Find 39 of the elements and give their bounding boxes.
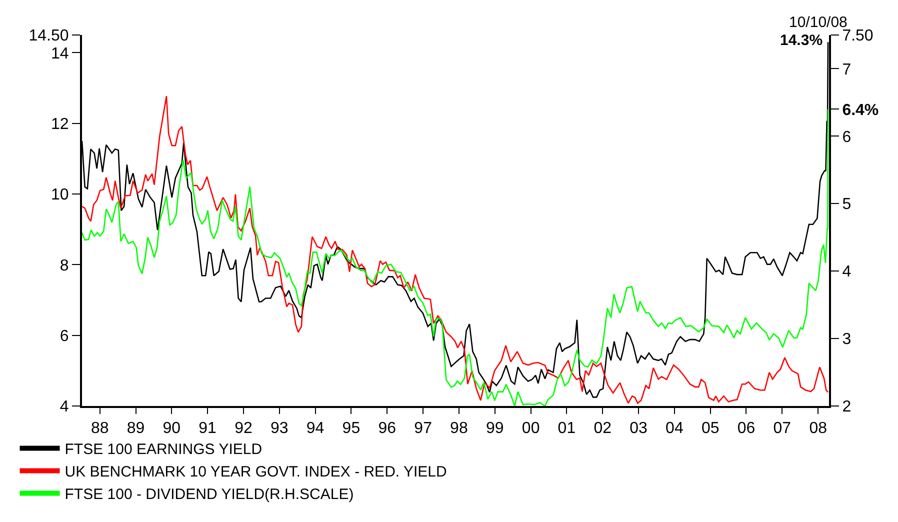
x-tick-label: 02	[594, 420, 612, 438]
x-tick-label: 03	[630, 420, 648, 438]
y-tick-label: 6	[60, 328, 69, 345]
y2-tick-label: 2	[842, 398, 852, 416]
x-tick-label: 98	[450, 420, 468, 438]
x-tick-label: 97	[414, 420, 432, 438]
x-tick-label: 95	[342, 420, 360, 438]
x-tick-label: 06	[737, 420, 756, 438]
x-tick-label: 93	[270, 420, 288, 438]
y2-tick-label: 5	[842, 196, 852, 214]
x-tick-label: 90	[162, 420, 181, 438]
x-tick-label: 00	[522, 420, 540, 438]
x-tick-label: 05	[701, 420, 720, 438]
x-tick-label: 88	[90, 420, 109, 438]
y2-tick-label: 4	[842, 264, 852, 281]
x-tick-label: 07	[773, 420, 792, 438]
y-tick-label: 14.50	[28, 28, 69, 45]
y2-tick-label: 6.4%	[842, 102, 879, 119]
x-tick-label: 94	[306, 420, 324, 438]
annotation: 14.3%	[780, 32, 823, 49]
x-tick-label: 08	[809, 420, 828, 438]
x-tick-label: 91	[198, 420, 217, 438]
x-tick-label: 01	[558, 420, 576, 438]
x-tick-label: 99	[486, 420, 504, 438]
legend-label: FTSE 100 EARNINGS YIELD	[64, 441, 262, 458]
x-tick-label: 89	[126, 420, 145, 438]
x-tick-label: 92	[234, 420, 253, 438]
y-tick-label: 10	[51, 186, 69, 204]
y-tick-label: 4	[60, 398, 69, 416]
x-tick-label: 96	[378, 420, 396, 438]
y-tick-label: 14	[51, 45, 69, 62]
y2-tick-label: 6	[842, 128, 852, 146]
y-tick-label: 8	[60, 257, 69, 274]
y2-tick-label: 3	[842, 331, 852, 348]
legend-label: UK BENCHMARK 10 YEAR GOVT. INDEX - RED. YIELD	[64, 464, 447, 481]
x-tick-label: 04	[666, 420, 684, 438]
y-tick-label: 12	[51, 116, 69, 133]
legend-label: FTSE 100 - DIVIDEND YIELD(R.H.SCALE)	[64, 486, 354, 504]
y2-tick-label: 7	[842, 61, 852, 78]
